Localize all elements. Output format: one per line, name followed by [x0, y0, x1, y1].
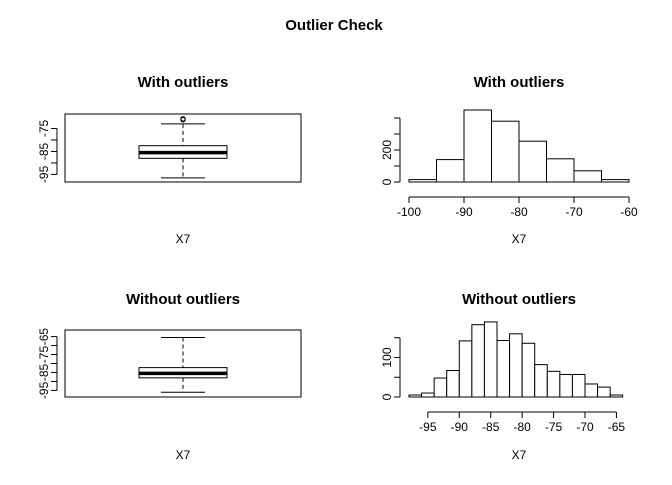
box_without-frame	[64, 329, 302, 398]
hist_with-bar	[601, 179, 630, 183]
hist_without-bar	[571, 373, 586, 398]
box_with-title: With outliers	[138, 74, 229, 91]
box_without-y-tick-label: -75	[37, 346, 51, 364]
hist_without-title: Without outliers	[462, 291, 576, 308]
hist_without-bar	[458, 340, 473, 398]
hist_without-bar	[496, 340, 511, 398]
hist_without-y-tick-label: 0	[380, 393, 394, 400]
hist_with-x-tick-label: -80	[510, 205, 528, 219]
hist_without-bar	[534, 364, 548, 398]
hist_with-x-tick-label: -60	[620, 205, 638, 219]
hist_with-bar	[436, 159, 465, 183]
box_without-y-tick-label: -65	[37, 328, 51, 346]
hist_with-panel: With outliers X7 -100 -90 -80 -70 -60 0 200	[380, 74, 638, 246]
hist_without-bar	[408, 394, 423, 398]
box_with-panel: With outliers X7 -75 -85 -95	[37, 74, 302, 246]
hist_with-bar	[491, 120, 520, 183]
hist_with-bar	[463, 109, 492, 183]
hist_without-bar	[559, 373, 573, 398]
hist_without-bar	[521, 342, 536, 398]
box_with-y-tick-label: -75	[37, 119, 51, 137]
hist_without-bar	[509, 333, 523, 398]
box_with-y-tick-label: -95	[37, 165, 51, 183]
hist_with-title: With outliers	[474, 74, 565, 91]
box_without-y-tick-label: -95	[37, 381, 51, 399]
box_without-title: Without outliers	[126, 291, 240, 308]
hist_with-x-tick-label: -70	[565, 205, 583, 219]
box_with-outlier-point	[180, 117, 186, 123]
hist_without-x-tick-label: -65	[608, 420, 626, 434]
hist_without-x-tick-label: -95	[419, 420, 437, 434]
hist_without-x-tick-label: -85	[482, 420, 500, 434]
hist_without-bar	[471, 324, 485, 398]
hist_with-bar	[546, 158, 575, 183]
box_with-xlabel: X7	[176, 232, 191, 246]
hist_without-bar	[597, 386, 611, 398]
box_without-xlabel: X7	[176, 448, 191, 462]
hist_without-bar	[609, 394, 624, 398]
hist_with-y-tick-label: 0	[380, 178, 394, 185]
hist_without-bar	[446, 370, 460, 398]
hist_without-x-tick-label: -70	[576, 420, 594, 434]
hist_with-xlabel: X7	[512, 232, 527, 246]
hist_without-bar	[483, 321, 498, 398]
hist_without-bar	[546, 370, 561, 398]
hist_without-bar	[584, 383, 599, 398]
hist_with-bar	[573, 170, 602, 183]
box_without-panel: Without outliers X7 -65-75-85-95	[37, 291, 302, 462]
hist_without-panel: Without outliers X7 -95 -90 -85 -80 -75 -70 -65 0…	[380, 291, 625, 462]
box_without-y-tick-label: -85	[37, 363, 51, 381]
main-title: Outlier Check	[285, 17, 383, 34]
hist_with-y-tick-label: 200	[380, 140, 394, 160]
hist_without-xlabel: X7	[512, 448, 527, 462]
hist_with-x-tick-label: -100	[397, 205, 421, 219]
hist_with-x-tick-label: -90	[455, 205, 473, 219]
hist_without-x-tick-label: -75	[545, 420, 563, 434]
hist_without-y-tick-label: 100	[380, 347, 394, 367]
hist_without-x-tick-label: -90	[451, 420, 469, 434]
hist_without-bar	[433, 377, 448, 398]
hist_with-bar	[408, 179, 437, 183]
hist_with-bar	[518, 140, 547, 183]
hist_without-x-tick-label: -80	[513, 420, 531, 434]
box_with-frame	[64, 113, 302, 183]
hist_without-bar	[421, 392, 435, 398]
box_with-y-tick-label: -85	[37, 142, 51, 160]
